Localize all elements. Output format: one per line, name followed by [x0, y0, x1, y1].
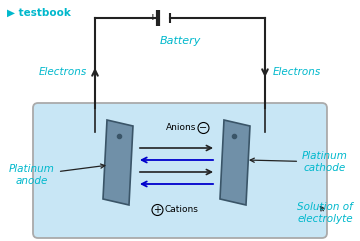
Text: Platinum
anode: Platinum anode: [9, 164, 105, 186]
Text: −: −: [199, 123, 208, 133]
FancyBboxPatch shape: [33, 103, 327, 238]
Text: Electrons: Electrons: [273, 67, 321, 77]
Text: −: −: [171, 13, 179, 23]
Text: +: +: [149, 13, 157, 22]
Text: Solution of
electrolyte: Solution of electrolyte: [297, 202, 353, 224]
Text: Platinum
cathode: Platinum cathode: [250, 151, 348, 173]
Text: +: +: [153, 205, 162, 215]
Polygon shape: [103, 120, 133, 205]
Text: Cations: Cations: [165, 206, 198, 214]
Text: Electrons: Electrons: [39, 67, 87, 77]
Polygon shape: [220, 120, 250, 205]
Text: ▶ testbook: ▶ testbook: [7, 8, 71, 18]
Text: Battery: Battery: [159, 36, 201, 46]
Text: Anions: Anions: [166, 123, 197, 133]
